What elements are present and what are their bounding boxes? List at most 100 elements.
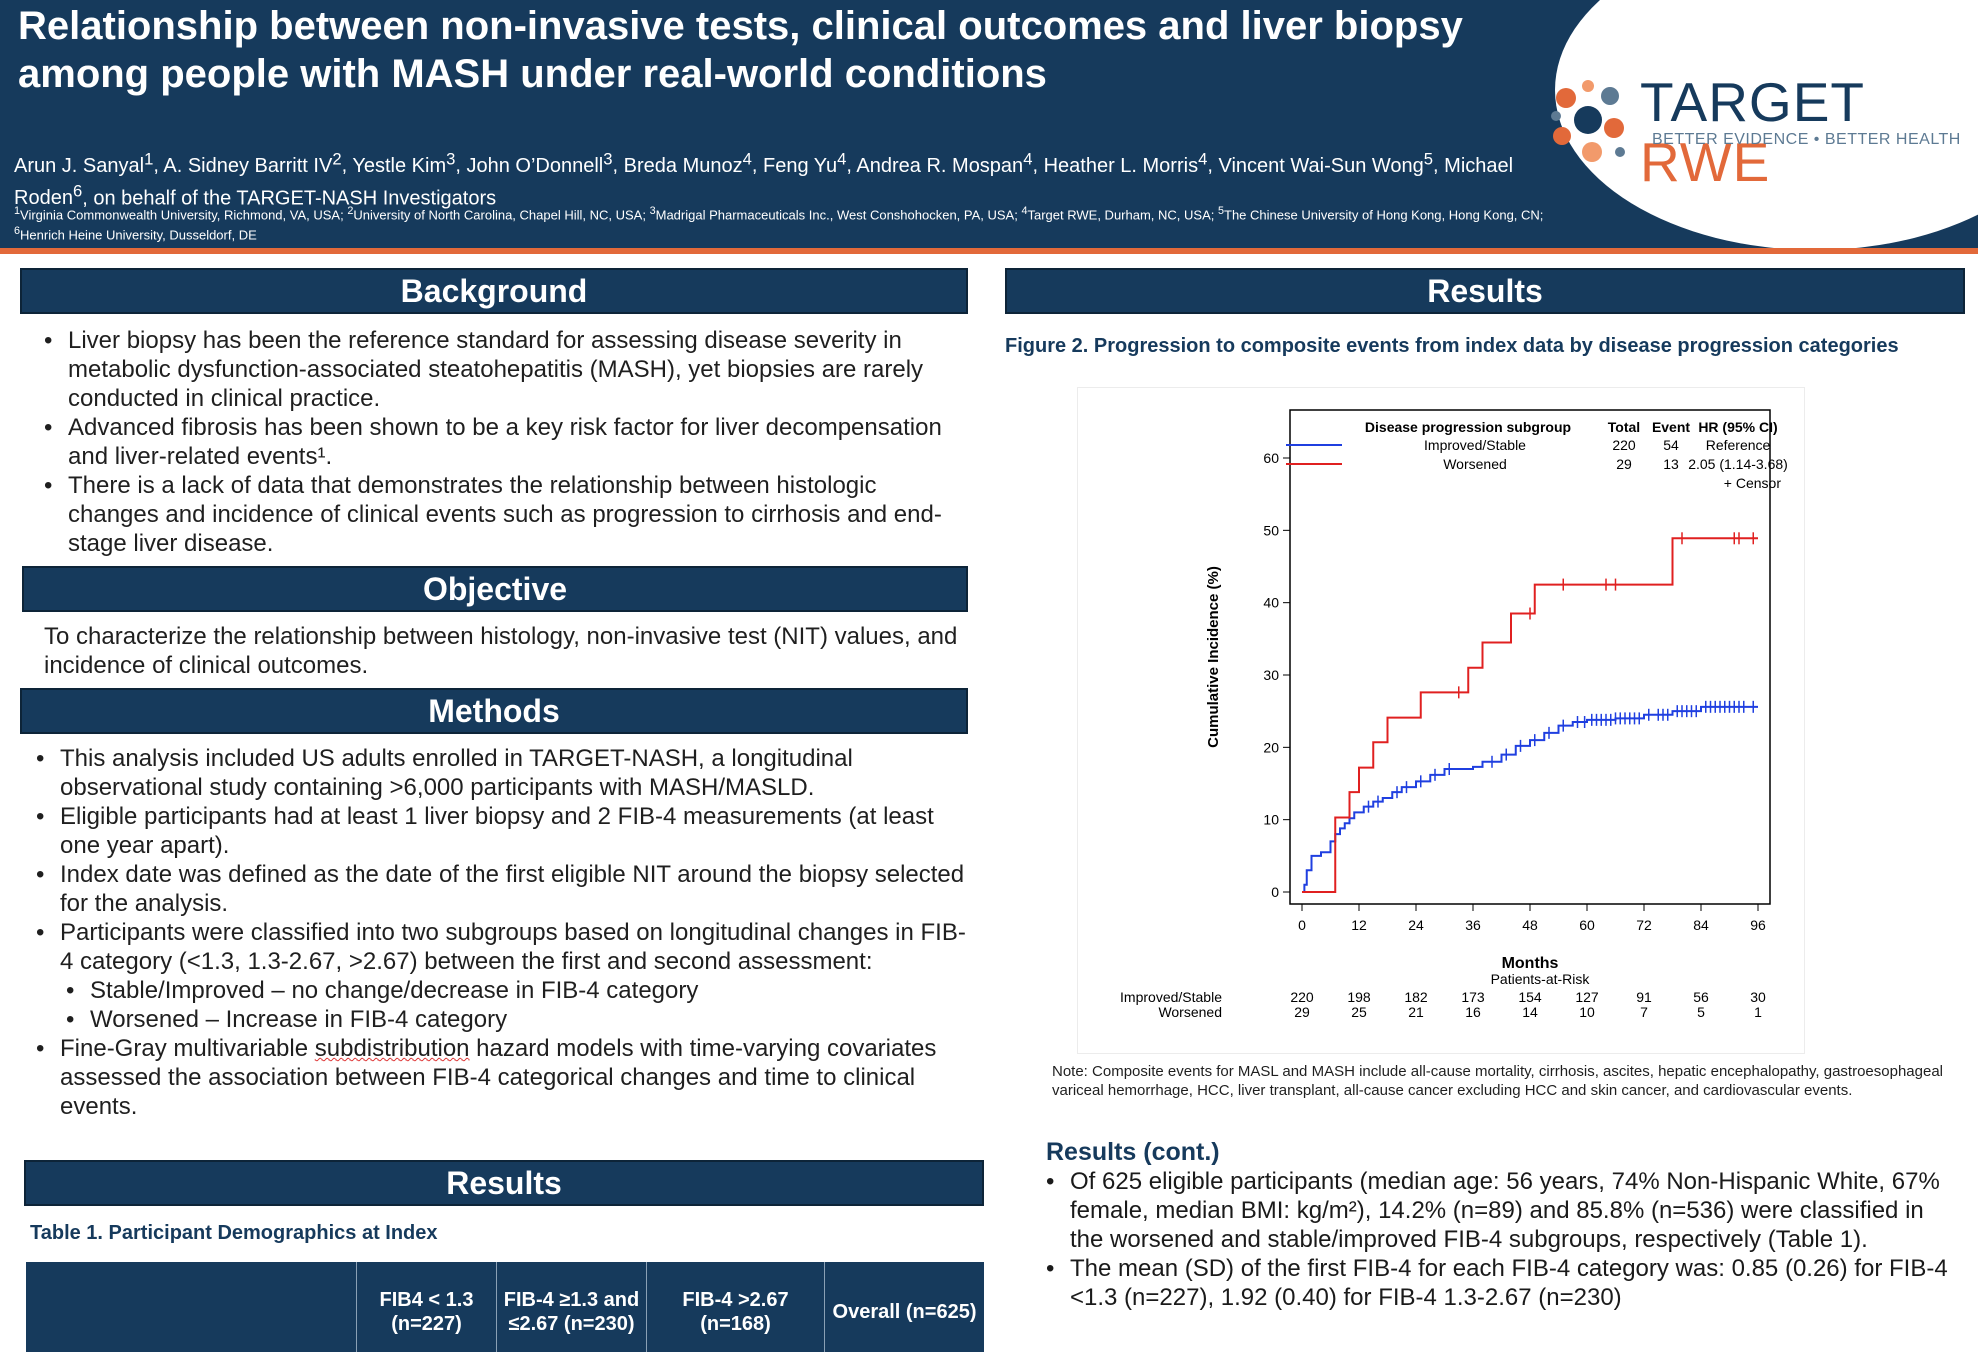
list-item: This analysis included US adults enrolle… [30, 744, 970, 802]
author-name: Arun J. Sanyal1 [14, 149, 154, 177]
author-name: Andrea R. Mospan4 [856, 149, 1033, 177]
at-risk-row-label: Worsened [1158, 1004, 1222, 1020]
legend-event: 54 [1663, 437, 1679, 453]
table-header-cell [26, 1262, 356, 1352]
y-tick-label: 0 [1271, 884, 1279, 900]
results-cont-list: Of 625 eligible participants (median age… [1040, 1167, 1960, 1312]
author-name: Feng Yu4 [763, 149, 847, 177]
figure-2-chart: 0 10 20 30 40 50 60 0 12 24 36 48 60 72 84 96 Months Cumu… [1078, 388, 1804, 1053]
author-affiliation-number: 4 [837, 149, 847, 168]
objective-heading: Objective [22, 566, 968, 612]
author-name: Heather L. Morris4 [1043, 149, 1208, 177]
author-affiliation-number: 3 [446, 149, 456, 168]
at-risk-value: 154 [1518, 989, 1542, 1005]
cumulative-incidence-plot: 0 10 20 30 40 50 60 0 12 24 36 48 60 72 84 96 Months Cumu… [1120, 409, 1788, 1020]
at-risk-value: 25 [1351, 1004, 1367, 1020]
legend-event: 13 [1663, 456, 1679, 472]
affiliation-list: 1Virginia Commonwealth University, Richm… [14, 203, 1554, 244]
legend-total: 29 [1616, 456, 1632, 472]
y-tick-label: 60 [1263, 450, 1279, 466]
header-divider [0, 248, 1978, 254]
author-affiliation-number: 3 [603, 149, 613, 168]
author-name: Michael Roden6 [14, 154, 1514, 210]
methods-list: This analysis included US adults enrolle… [30, 744, 970, 976]
at-risk-value: 30 [1750, 989, 1766, 1005]
at-risk-value: 56 [1693, 989, 1709, 1005]
affiliation-number: 6 [14, 225, 21, 238]
affiliation-number: 3 [649, 205, 656, 217]
series-line [1302, 537, 1758, 893]
at-risk-value: 16 [1465, 1004, 1481, 1020]
author-name: Yestle Kim3 [352, 149, 456, 177]
plot-frame [1289, 409, 1771, 905]
legend-censor: + Censor [1724, 475, 1782, 491]
affiliation-number: 1 [14, 205, 21, 217]
at-risk-value: 7 [1640, 1004, 1648, 1020]
target-rwe-logo-icon [1551, 80, 1625, 162]
at-risk-value: 5 [1697, 1004, 1705, 1020]
x-tick-label: 72 [1636, 917, 1652, 933]
list-item: There is a lack of data that demonstrate… [38, 471, 968, 558]
x-tick-label: 0 [1298, 917, 1306, 933]
logo-tagline: BETTER EVIDENCE • BETTER HEALTH [1652, 131, 1961, 148]
affiliation-text: Target RWE, Durham, NC, USA; [1027, 207, 1218, 223]
author-list: Arun J. Sanyal1, A. Sidney Barritt IV2, … [14, 149, 1514, 210]
list-item: Index date was defined as the date of th… [30, 860, 970, 918]
affiliation-text: Virginia Commonwealth University, Richmo… [20, 207, 348, 223]
author-suffix: on behalf of the TARGET-NASH Investigato… [93, 187, 497, 210]
results-left-heading: Results [24, 1160, 984, 1206]
methods-body: This analysis included US adults enrolle… [30, 744, 970, 1121]
background-heading: Background [20, 268, 968, 314]
table-header-cell: FIB4 < 1.3 (n=227) [356, 1262, 496, 1352]
legend-hr: Reference [1706, 437, 1771, 453]
at-risk-value: 198 [1347, 989, 1371, 1005]
background-list: Liver biopsy has been the reference stan… [38, 326, 968, 558]
author-name: Breda Munoz4 [623, 149, 752, 177]
affiliation-text: Madrigal Pharmaceuticals Inc., West Cons… [655, 207, 1022, 223]
author-affiliation-number: 1 [144, 149, 154, 168]
at-risk-row-label: Improved/Stable [1120, 989, 1222, 1005]
poster-header: Relationship between non-invasive tests,… [0, 0, 1978, 248]
objective-text: To characterize the relationship between… [44, 623, 958, 679]
at-risk-value: 182 [1404, 989, 1428, 1005]
author-affiliation-number: 4 [1023, 149, 1033, 168]
methods-list-last: Fine-Gray multivariable subdistribution … [30, 1034, 970, 1121]
list-item: Of 625 eligible participants (median age… [1040, 1167, 1960, 1254]
x-tick-label: 60 [1579, 917, 1595, 933]
author-name: A. Sidney Barritt IV2 [163, 149, 342, 177]
list-item: Eligible participants had at least 1 liv… [30, 802, 970, 860]
author-affiliation-number: 4 [1198, 149, 1208, 168]
y-tick-label: 40 [1263, 595, 1279, 611]
methods-sublist: Stable/Improved – no change/decrease in … [60, 976, 970, 1034]
legend-col-hr: HR (95% CI) [1698, 419, 1777, 435]
at-risk-value: 10 [1579, 1004, 1595, 1020]
table-header-cell: Overall (n=625) [824, 1262, 984, 1352]
legend-total: 220 [1612, 437, 1636, 453]
y-tick-label: 30 [1263, 667, 1279, 683]
series-line [1302, 705, 1758, 893]
affiliation-text: University of North Carolina, Chapel Hil… [353, 207, 650, 223]
at-risk-value: 29 [1294, 1004, 1310, 1020]
results-cont-title: Results (cont.) [1046, 1138, 1220, 1166]
author-name: John O’Donnell3 [466, 149, 613, 177]
at-risk-title: Patients-at-Risk [1491, 971, 1591, 987]
list-item: The mean (SD) of the first FIB-4 for eac… [1040, 1254, 1960, 1312]
list-item: Liver biopsy has been the reference stan… [38, 326, 968, 413]
at-risk-value: 220 [1290, 989, 1314, 1005]
y-tick-label: 20 [1263, 739, 1279, 755]
x-tick-label: 84 [1693, 917, 1709, 933]
x-tick-label: 24 [1408, 917, 1424, 933]
table-header-cell: FIB-4 ≥1.3 and ≤2.67 (n=230) [496, 1262, 646, 1352]
demographics-table-header: FIB4 < 1.3 (n=227) FIB-4 ≥1.3 and ≤2.67 (… [26, 1262, 984, 1352]
x-tick-label: 96 [1750, 917, 1766, 933]
y-tick-label: 50 [1263, 522, 1279, 538]
author-name: Vincent Wai-Sun Wong5 [1218, 149, 1434, 177]
legend-series-name: Improved/Stable [1424, 437, 1526, 453]
author-affiliation-number: 5 [1423, 149, 1434, 168]
poster-title: Relationship between non-invasive tests,… [18, 4, 1463, 96]
author-affiliation-number: 2 [332, 149, 342, 168]
y-axis-label: Cumulative Incidence (%) [1205, 566, 1222, 748]
at-risk-value: 14 [1522, 1004, 1538, 1020]
at-risk-value: 21 [1408, 1004, 1424, 1020]
table-caption: Table 1. Participant Demographics at Ind… [30, 1222, 438, 1244]
